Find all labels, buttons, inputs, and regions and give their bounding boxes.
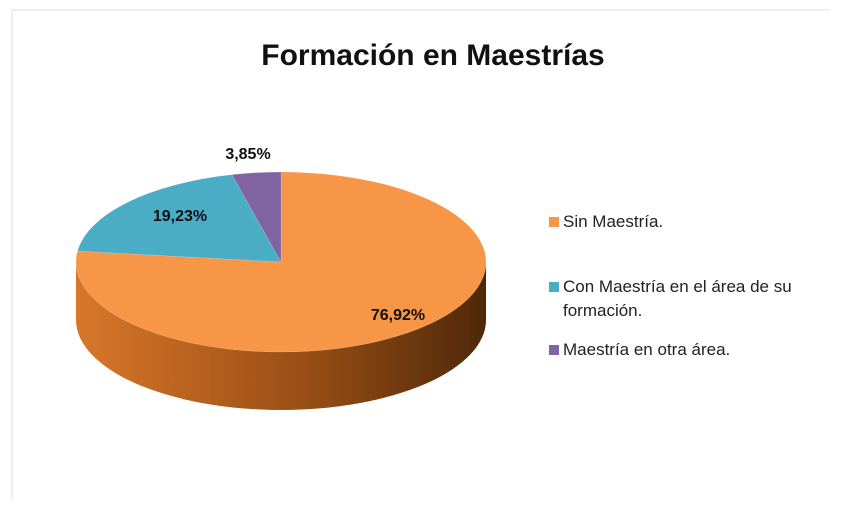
legend-swatch: [549, 217, 559, 227]
legend-entry: Maestría en otra área.: [549, 338, 835, 362]
legend-swatch: [549, 345, 559, 355]
data-label: 19,23%: [153, 208, 207, 225]
legend-entry: Sin Maestría.: [549, 210, 835, 234]
slice-side: [76, 262, 486, 410]
slice: [77, 174, 282, 263]
legend-label: Sin Maestría.: [563, 212, 664, 231]
legend-swatch: [549, 282, 559, 292]
legend-label: Con Maestría en el área de su formación.: [563, 277, 792, 320]
chart-border: [11, 9, 830, 500]
chart-title: Formación en Maestrías: [261, 39, 604, 72]
data-label: 76,92%: [371, 307, 425, 324]
legend-label: Maestría en otra área.: [563, 340, 731, 359]
legend-entry: Con Maestría en el área de su formación.: [549, 275, 835, 323]
slice: [231, 171, 282, 263]
slice: [75, 171, 487, 353]
data-label: 3,85%: [225, 146, 270, 163]
